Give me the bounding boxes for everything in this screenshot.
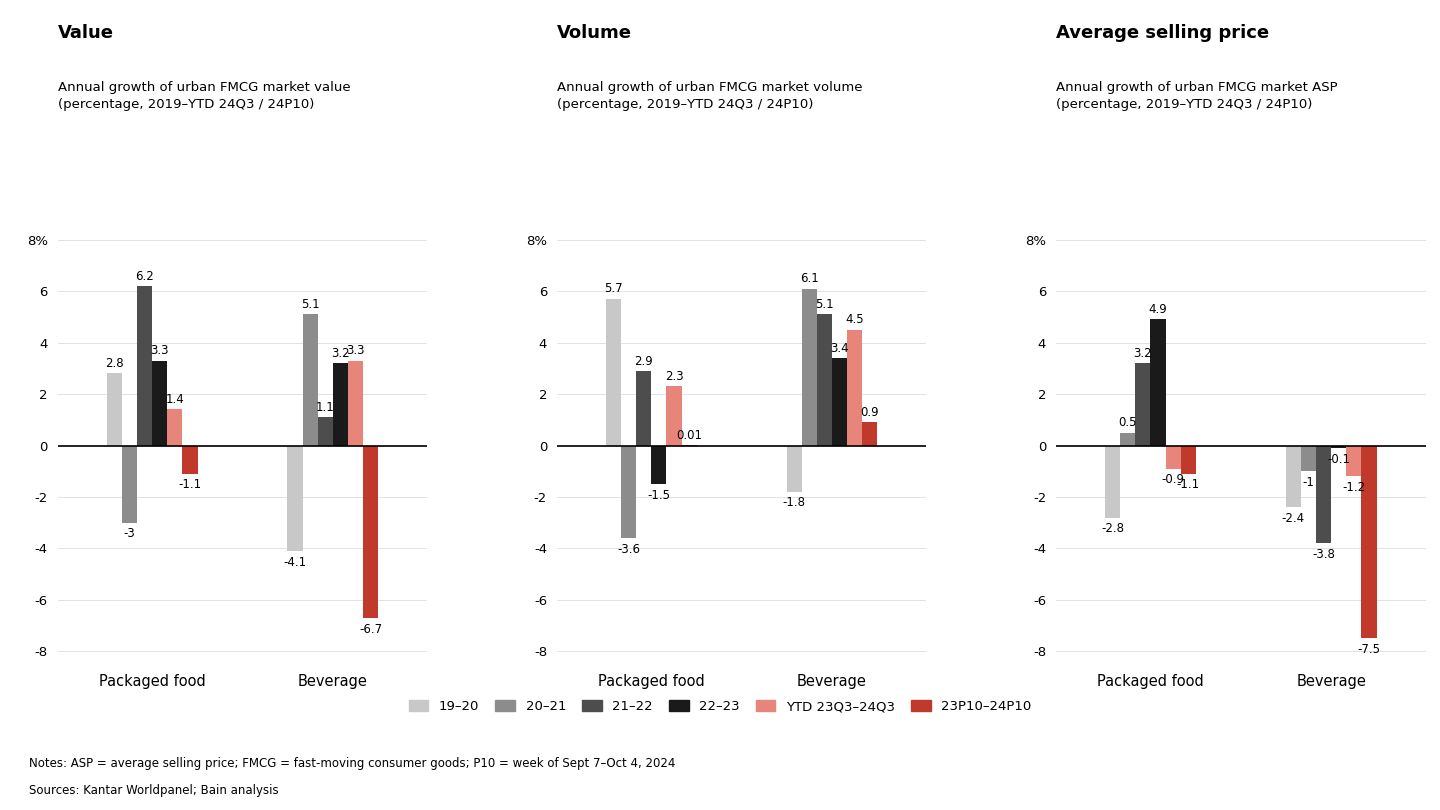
Text: -2.4: -2.4 — [1282, 512, 1305, 525]
Text: -1.1: -1.1 — [1176, 479, 1200, 492]
Text: Value: Value — [58, 24, 114, 42]
Text: 0.9: 0.9 — [861, 406, 880, 419]
Bar — [348, 360, 363, 446]
Bar — [847, 330, 863, 446]
Text: 0.5: 0.5 — [1119, 416, 1136, 429]
Text: Notes: ASP = average selling price; FMCG = fast-moving consumer goods; P10 = wee: Notes: ASP = average selling price; FMCG… — [29, 757, 675, 770]
Bar — [107, 373, 122, 446]
Bar — [1181, 446, 1195, 474]
Text: -0.9: -0.9 — [1162, 473, 1185, 486]
Bar — [816, 314, 832, 446]
Bar — [302, 314, 318, 446]
Text: -7.5: -7.5 — [1358, 643, 1381, 656]
Bar — [1286, 446, 1300, 507]
Text: -1.2: -1.2 — [1342, 481, 1365, 494]
Text: Annual growth of urban FMCG market ASP
(percentage, 2019–YTD 24Q3 / 24P10): Annual growth of urban FMCG market ASP (… — [1056, 81, 1338, 111]
Bar — [1120, 433, 1135, 446]
Bar — [1300, 446, 1316, 471]
Bar — [1346, 446, 1361, 476]
Bar — [318, 417, 333, 446]
Bar — [1151, 319, 1165, 446]
Text: 6.1: 6.1 — [799, 272, 818, 285]
Bar — [183, 446, 197, 474]
Bar — [167, 410, 183, 446]
Text: Annual growth of urban FMCG market value
(percentage, 2019–YTD 24Q3 / 24P10): Annual growth of urban FMCG market value… — [58, 81, 350, 111]
Bar — [863, 422, 877, 446]
Text: -2.8: -2.8 — [1102, 522, 1125, 535]
Bar — [122, 446, 137, 522]
Text: 2.8: 2.8 — [105, 357, 124, 370]
Bar — [137, 286, 153, 446]
Text: 1.1: 1.1 — [315, 401, 334, 414]
Text: -0.1: -0.1 — [1328, 453, 1351, 466]
Bar — [1331, 446, 1346, 448]
Text: -1.5: -1.5 — [648, 488, 670, 501]
Text: Annual growth of urban FMCG market volume
(percentage, 2019–YTD 24Q3 / 24P10): Annual growth of urban FMCG market volum… — [557, 81, 863, 111]
Bar — [651, 446, 667, 484]
Text: 2.3: 2.3 — [665, 370, 683, 383]
Bar — [1104, 446, 1120, 518]
Text: -1.1: -1.1 — [179, 479, 202, 492]
Text: 5.7: 5.7 — [603, 283, 622, 296]
Text: 5.1: 5.1 — [815, 298, 834, 311]
Legend: 19–20, 20–21, 21–22, 22–23, YTD 23Q3–24Q3, 23P10–24P10: 19–20, 20–21, 21–22, 22–23, YTD 23Q3–24Q… — [403, 694, 1037, 718]
Text: 5.1: 5.1 — [301, 298, 320, 311]
Text: 6.2: 6.2 — [135, 270, 154, 283]
Text: 4.5: 4.5 — [845, 313, 864, 326]
Text: 3.4: 3.4 — [831, 342, 850, 355]
Text: 2.9: 2.9 — [634, 355, 652, 368]
Bar — [786, 446, 802, 492]
Text: 3.3: 3.3 — [347, 344, 364, 357]
Text: 4.9: 4.9 — [1149, 303, 1168, 316]
Bar — [667, 386, 681, 446]
Text: -1: -1 — [1302, 475, 1315, 489]
Text: 3.2: 3.2 — [1133, 347, 1152, 360]
Bar — [1361, 446, 1377, 638]
Bar — [153, 360, 167, 446]
Text: -3: -3 — [124, 527, 135, 540]
Bar — [832, 358, 847, 446]
Bar — [1135, 363, 1151, 446]
Bar — [802, 288, 816, 446]
Text: -4.1: -4.1 — [284, 556, 307, 569]
Bar — [1316, 446, 1331, 544]
Text: -1.8: -1.8 — [782, 497, 805, 509]
Text: Average selling price: Average selling price — [1056, 24, 1269, 42]
Text: -3.6: -3.6 — [616, 543, 639, 556]
Bar — [621, 446, 636, 538]
Bar — [606, 299, 621, 446]
Text: 3.3: 3.3 — [150, 344, 168, 357]
Bar — [636, 371, 651, 446]
Text: -3.8: -3.8 — [1312, 548, 1335, 561]
Text: 0.01: 0.01 — [677, 429, 703, 442]
Text: -6.7: -6.7 — [359, 623, 383, 636]
Text: 1.4: 1.4 — [166, 393, 184, 406]
Bar — [333, 363, 348, 446]
Text: 3.2: 3.2 — [331, 347, 350, 360]
Bar — [1165, 446, 1181, 469]
Bar — [288, 446, 302, 551]
Text: Sources: Kantar Worldpanel; Bain analysis: Sources: Kantar Worldpanel; Bain analysi… — [29, 784, 278, 797]
Bar — [363, 446, 379, 618]
Text: Volume: Volume — [557, 24, 632, 42]
